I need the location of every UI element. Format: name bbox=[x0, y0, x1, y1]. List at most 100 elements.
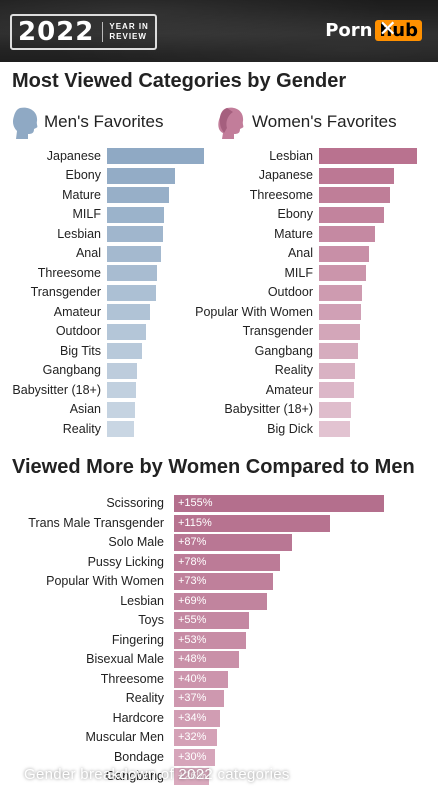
men-bar bbox=[107, 382, 137, 398]
women-bar bbox=[319, 362, 356, 379]
women-category-label: Ebony bbox=[277, 207, 313, 221]
men-bar bbox=[107, 226, 164, 242]
diff-value-label: +26% bbox=[178, 770, 207, 782]
diff-category-label: Gangbang bbox=[105, 769, 164, 783]
diff-category-label: Solo Male bbox=[108, 535, 164, 549]
diff-value-label: +53% bbox=[178, 633, 207, 646]
caption-text: Gender breakdown of 2022 categories bbox=[24, 766, 290, 783]
men-bar bbox=[107, 187, 170, 203]
header-banner: 2022 YEAR IN REVIEW Porn hub ✕ bbox=[0, 0, 438, 62]
diff-bar bbox=[174, 514, 330, 532]
diff-value-label: +69% bbox=[178, 594, 207, 607]
men-category-label: Reality bbox=[62, 421, 101, 436]
men-category-label: MILF bbox=[72, 207, 101, 221]
diff-value-label: +73% bbox=[178, 575, 207, 587]
women-bar bbox=[319, 382, 355, 398]
men-bar bbox=[107, 284, 157, 301]
diff-category-label: Hardcore bbox=[112, 710, 164, 725]
diff-category-label: Fingering bbox=[111, 632, 164, 647]
diff-category-label: Bisexual Male bbox=[86, 652, 164, 666]
men-bar bbox=[107, 148, 204, 164]
diff-bar bbox=[174, 534, 292, 551]
review-line: REVIEW bbox=[109, 32, 147, 41]
men-category-label: Anal bbox=[75, 246, 101, 260]
diff-bar bbox=[174, 612, 249, 629]
men-category-label: Japanese bbox=[46, 148, 101, 163]
diff-bar bbox=[174, 573, 273, 590]
diff-value-label: +78% bbox=[178, 555, 207, 568]
men-bar bbox=[107, 323, 146, 340]
diff-category-label: Toys bbox=[138, 613, 164, 627]
women-category-label: Lesbian bbox=[269, 148, 313, 163]
women-category-label: Japanese bbox=[258, 168, 313, 182]
men-category-label: Outdoor bbox=[55, 324, 101, 338]
women-bar bbox=[319, 284, 363, 301]
men-category-label: Big Tits bbox=[60, 343, 101, 358]
year-in-review-badge: 2022 YEAR IN REVIEW bbox=[10, 14, 157, 50]
women-bar bbox=[319, 265, 367, 281]
women-bar bbox=[319, 343, 359, 359]
diff-bar bbox=[174, 690, 225, 707]
logo-badge: hub ✕ bbox=[375, 17, 422, 42]
diff-value-label: +115% bbox=[178, 516, 212, 529]
men-category-label: Threesome bbox=[37, 265, 101, 280]
men-bar bbox=[107, 265, 158, 281]
women-bar bbox=[319, 187, 390, 203]
women-category-label: Reality bbox=[274, 363, 313, 377]
diff-bar bbox=[174, 729, 218, 746]
close-x-icon: ✕ bbox=[378, 17, 397, 42]
women-category-label: Threesome bbox=[249, 187, 313, 202]
women-category-label: Transgender bbox=[242, 324, 313, 338]
diff-category-label: Scissoring bbox=[106, 496, 164, 510]
women-bar bbox=[319, 421, 351, 437]
diff-bar bbox=[174, 631, 246, 649]
women-category-label: Gangbang bbox=[254, 343, 313, 358]
caption-source: Pornhub bbox=[26, 787, 76, 802]
diff-value-label: +48% bbox=[178, 653, 207, 665]
diff-category-label: Popular With Women bbox=[46, 574, 164, 588]
diff-value-label: +87% bbox=[178, 536, 207, 548]
men-bar bbox=[107, 343, 142, 359]
diff-bar bbox=[174, 670, 229, 688]
men-category-label: Amateur bbox=[53, 304, 101, 319]
pornhub-logo: Porn hub ✕ bbox=[325, 17, 422, 42]
women-category-label: Anal bbox=[287, 246, 313, 260]
diff-value-label: +30% bbox=[178, 750, 207, 763]
men-category-label: Gangbang bbox=[42, 363, 101, 377]
section2-title: Viewed More by Women Compared to Men bbox=[12, 456, 415, 478]
diff-bar bbox=[174, 553, 280, 571]
diff-category-label: Pussy Licking bbox=[87, 554, 164, 569]
men-category-label: Asian bbox=[69, 402, 101, 416]
diff-category-label: Muscular Men bbox=[85, 730, 165, 744]
men-bar bbox=[107, 362, 138, 379]
men-bar bbox=[107, 206, 165, 223]
diff-category-label: Threesome bbox=[100, 671, 164, 686]
diff-category-label: Lesbian bbox=[120, 593, 164, 608]
diff-bar bbox=[174, 495, 384, 512]
women-bar bbox=[319, 226, 375, 242]
diff-category-label: Bondage bbox=[113, 749, 164, 764]
women-category-label: Amateur bbox=[265, 382, 313, 397]
women-category-label: MILF bbox=[284, 265, 313, 280]
men-bar bbox=[107, 245, 162, 262]
women-category-label: Outdoor bbox=[267, 285, 313, 299]
diff-bar bbox=[174, 592, 268, 610]
diff-bar bbox=[174, 709, 221, 727]
men-category-label: Mature bbox=[62, 187, 101, 202]
diff-category-label: Trans Male Transgender bbox=[28, 515, 164, 530]
diff-category-label: Reality bbox=[125, 691, 164, 705]
diff-value-label: +155% bbox=[178, 497, 213, 509]
women-favorites-label: Women's Favorites bbox=[252, 112, 397, 131]
men-category-label: Transgender bbox=[30, 285, 101, 299]
men-bar bbox=[107, 421, 135, 437]
women-bar bbox=[319, 304, 362, 320]
women-bar bbox=[319, 148, 417, 164]
diff-value-label: +32% bbox=[178, 731, 207, 743]
section1-title: Most Viewed Categories by Gender bbox=[12, 70, 347, 92]
men-bar bbox=[107, 304, 150, 320]
men-bar bbox=[107, 401, 136, 418]
female-head-icon bbox=[218, 107, 244, 139]
women-category-label: Big Dick bbox=[267, 421, 313, 436]
diff-bar bbox=[174, 748, 215, 766]
women-bar bbox=[319, 323, 361, 340]
